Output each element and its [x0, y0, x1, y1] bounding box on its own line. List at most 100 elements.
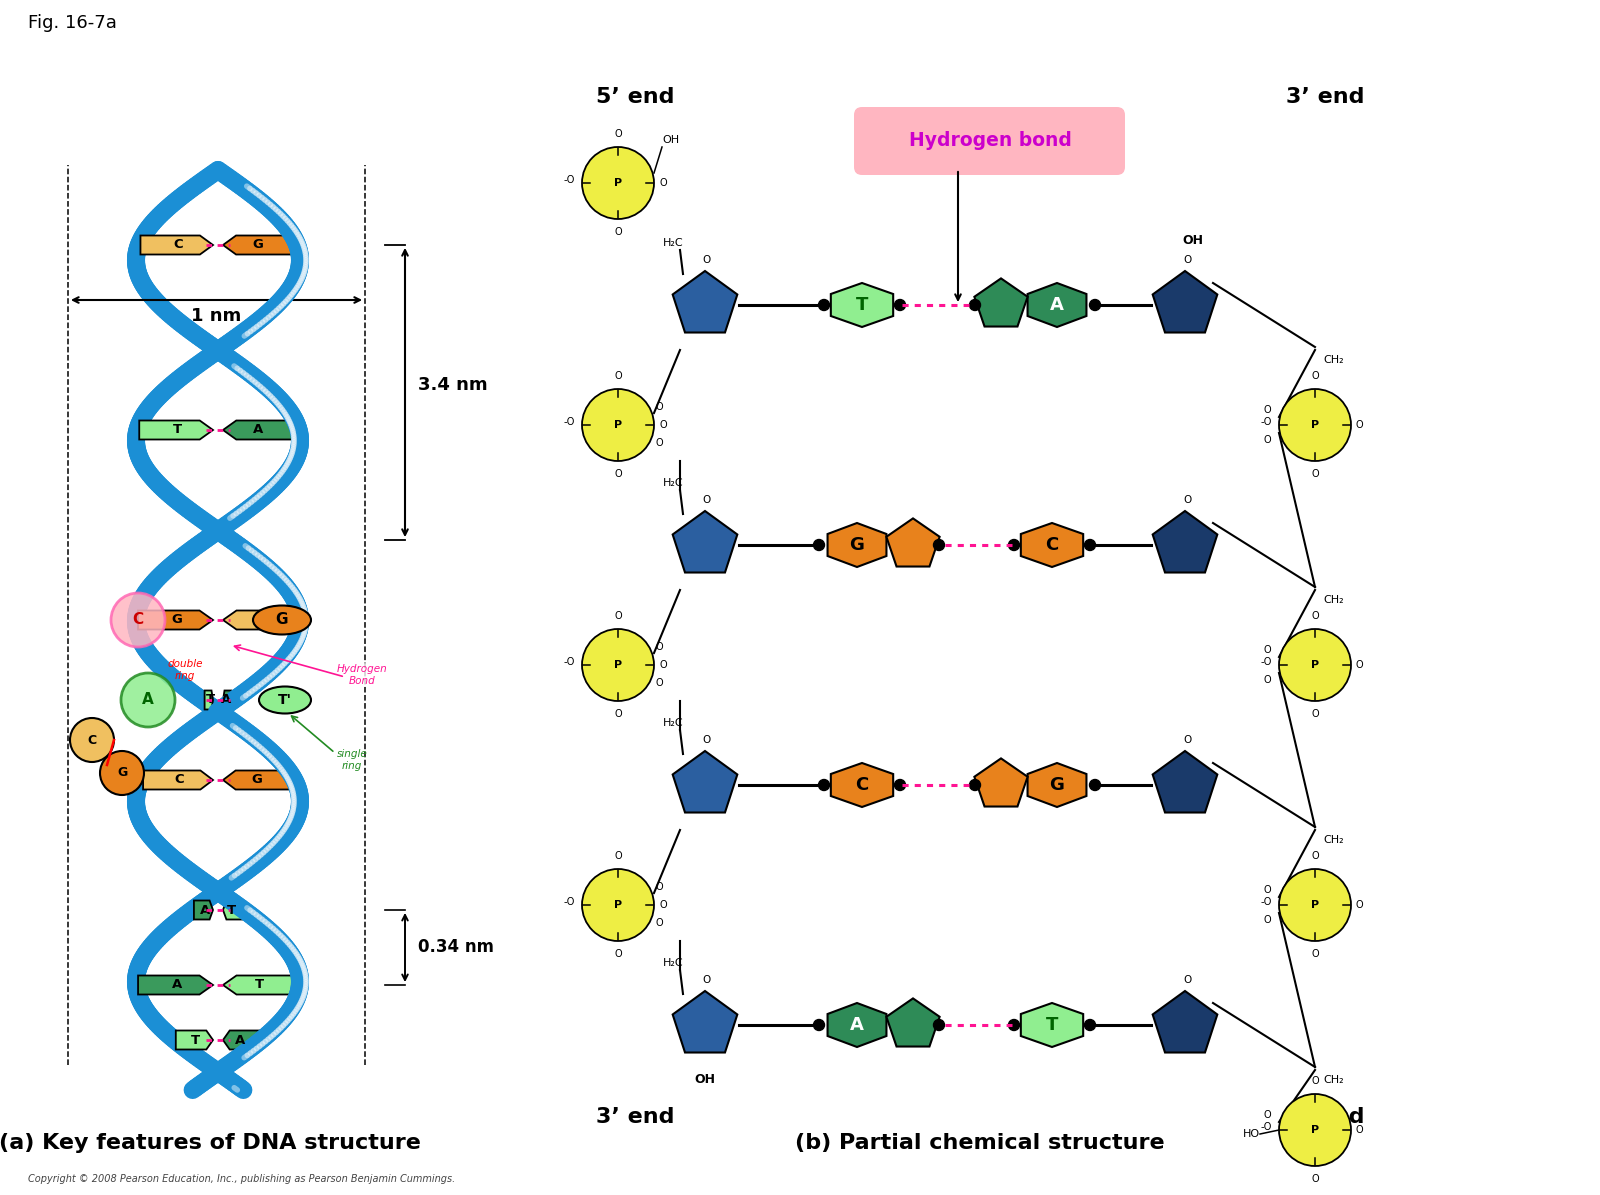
Circle shape: [1278, 629, 1350, 701]
Text: -O: -O: [563, 657, 574, 667]
Polygon shape: [222, 975, 298, 994]
Text: 1 nm: 1 nm: [190, 307, 242, 325]
Polygon shape: [222, 611, 298, 630]
Text: O: O: [614, 611, 622, 621]
Text: G: G: [1050, 776, 1064, 793]
Text: -O: -O: [563, 897, 574, 907]
Polygon shape: [222, 235, 296, 255]
Text: O: O: [1310, 611, 1318, 621]
Text: A: A: [200, 903, 210, 917]
Polygon shape: [1027, 283, 1086, 327]
FancyBboxPatch shape: [854, 108, 1125, 174]
Text: P: P: [1310, 900, 1318, 911]
Polygon shape: [830, 283, 893, 327]
Circle shape: [813, 539, 824, 551]
Text: O: O: [702, 255, 710, 265]
Text: CH₂: CH₂: [1323, 1076, 1344, 1085]
Polygon shape: [222, 421, 296, 440]
Text: 3’ end: 3’ end: [595, 1107, 674, 1127]
Polygon shape: [672, 991, 738, 1053]
Text: P: P: [614, 419, 622, 430]
Polygon shape: [827, 1003, 886, 1047]
Text: C: C: [133, 613, 144, 627]
Text: O: O: [1264, 435, 1270, 445]
Text: H₂C: H₂C: [662, 238, 683, 249]
Polygon shape: [194, 901, 213, 919]
Circle shape: [894, 300, 906, 311]
Ellipse shape: [259, 686, 310, 713]
Text: O: O: [1264, 1110, 1270, 1120]
Polygon shape: [1021, 1003, 1083, 1047]
Text: T: T: [192, 1034, 200, 1047]
Text: O: O: [659, 419, 667, 430]
Circle shape: [933, 1019, 944, 1030]
Text: C: C: [88, 734, 96, 747]
Text: C: C: [1045, 537, 1059, 554]
Circle shape: [1008, 1019, 1019, 1030]
Text: G: G: [117, 766, 126, 779]
Polygon shape: [974, 278, 1027, 326]
Polygon shape: [974, 759, 1027, 807]
Text: O: O: [1264, 405, 1270, 415]
Text: G: G: [253, 239, 264, 251]
Text: T: T: [173, 423, 182, 436]
Text: G: G: [850, 537, 864, 554]
Circle shape: [894, 779, 906, 791]
Text: O: O: [1310, 370, 1318, 381]
Text: (b) Partial chemical structure: (b) Partial chemical structure: [795, 1133, 1165, 1153]
Polygon shape: [886, 519, 939, 566]
Text: O: O: [656, 678, 664, 688]
Text: -O: -O: [1261, 657, 1272, 667]
Text: single
ring: single ring: [336, 749, 368, 771]
Circle shape: [1278, 869, 1350, 940]
Text: O: O: [1182, 255, 1190, 265]
Text: T: T: [206, 693, 214, 706]
Text: O: O: [659, 900, 667, 911]
Text: double
ring: double ring: [168, 660, 203, 681]
Text: 0.34 nm: 0.34 nm: [418, 938, 494, 956]
Text: -O: -O: [1261, 417, 1272, 427]
Text: P: P: [614, 660, 622, 670]
Text: CH₂: CH₂: [1323, 835, 1344, 845]
Polygon shape: [222, 901, 242, 919]
Text: H₂C: H₂C: [662, 478, 683, 488]
Circle shape: [70, 718, 114, 762]
Circle shape: [582, 869, 654, 940]
Text: A: A: [142, 692, 154, 707]
Text: T': T': [278, 693, 291, 707]
Text: A: A: [850, 1016, 864, 1034]
Text: O: O: [702, 975, 710, 985]
Text: A: A: [253, 423, 264, 436]
Text: O: O: [656, 402, 664, 412]
Circle shape: [110, 593, 165, 646]
Text: O: O: [659, 660, 667, 670]
Polygon shape: [222, 771, 293, 790]
Circle shape: [1008, 539, 1019, 551]
Polygon shape: [1152, 750, 1218, 813]
Text: HO: HO: [1243, 1129, 1261, 1139]
Polygon shape: [138, 975, 213, 994]
Text: O: O: [1357, 660, 1363, 670]
Text: P: P: [1310, 419, 1318, 430]
Text: G: G: [275, 613, 288, 627]
Text: O: O: [1264, 885, 1270, 895]
Text: T: T: [227, 903, 235, 917]
Text: 5’ end: 5’ end: [1286, 1107, 1365, 1127]
Text: O: O: [702, 735, 710, 744]
Text: C: C: [254, 613, 264, 626]
Polygon shape: [222, 1030, 261, 1049]
Circle shape: [970, 300, 981, 311]
Text: O: O: [614, 949, 622, 960]
Polygon shape: [1152, 511, 1218, 572]
Polygon shape: [830, 762, 893, 807]
Text: Hydrogen
Bond: Hydrogen Bond: [336, 664, 387, 686]
Text: OH: OH: [694, 1073, 715, 1086]
Text: T: T: [856, 296, 869, 314]
Text: P: P: [614, 900, 622, 911]
Text: -O: -O: [563, 417, 574, 427]
Text: 5’ end: 5’ end: [595, 87, 674, 108]
Circle shape: [933, 539, 944, 551]
Text: 3’ end: 3’ end: [1286, 87, 1365, 108]
Text: O: O: [1264, 675, 1270, 685]
Text: O: O: [614, 851, 622, 862]
